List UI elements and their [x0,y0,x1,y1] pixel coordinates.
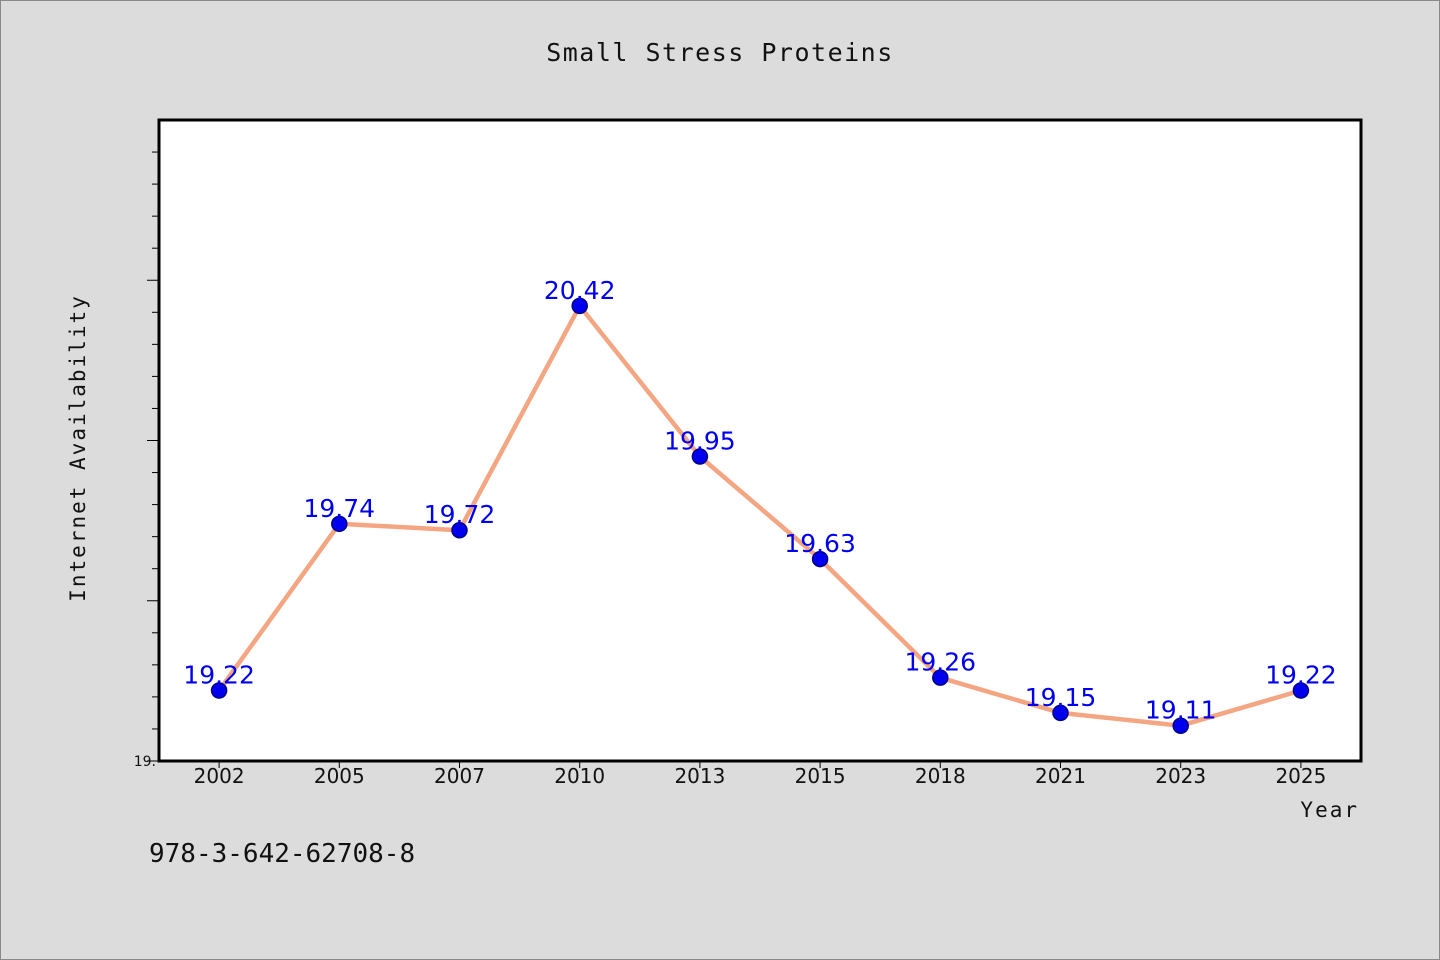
data-label: 19.74 [304,494,376,523]
x-axis-ticks: 2002 2005 2007 2010 2013 2015 2018 2021 2023 2025 [194,761,1326,788]
plot-area [157,118,1363,763]
data-point [811,550,829,568]
series-markers [210,297,1310,734]
data-point [571,297,588,315]
data-label: 20.42 [544,276,616,305]
x-tick-label: 2023 [1155,764,1206,788]
x-tick-label: 2007 [434,764,485,788]
x-tick-label: 2018 [915,764,966,788]
x-tick-label: 2015 [795,764,846,788]
data-label: 19.11 [1145,696,1217,725]
chart-title: Small Stress Proteins [546,38,894,67]
data-label: 19.63 [784,529,856,558]
x-tick-label: 2013 [674,764,725,788]
data-label: 19.22 [183,660,255,689]
data-labels: 19.22 19.74 19.72 20.42 19.95 19.63 19.26 19.15… [183,276,1336,725]
data-point [1052,704,1069,722]
y-axis-ticks: 19. [134,151,159,770]
x-tick-label: 2002 [194,764,245,788]
data-point [210,682,228,699]
series-line [216,303,1304,728]
x-tick-label: 2005 [314,764,365,788]
data-point [1292,682,1310,699]
data-label: 19.22 [1265,660,1337,689]
data-point [932,669,949,686]
y-tick-label: 19. [134,754,156,770]
x-tick-label: 2021 [1035,764,1086,788]
footnote-isbn: 978-3-642-62708-8 [149,839,415,869]
x-tick-label: 2025 [1275,764,1326,788]
data-label: 19.15 [1025,683,1097,712]
data-label: 19.26 [905,648,977,677]
data-point [331,515,348,533]
data-label: 19.72 [424,500,496,529]
data-point [691,448,709,465]
data-label: 19.95 [664,427,736,456]
data-point [451,521,468,539]
data-point [1172,717,1189,734]
y-axis-label: Internet Availability [66,294,90,602]
x-tick-label: 2010 [554,764,605,788]
x-axis-label: Year [1300,798,1359,822]
